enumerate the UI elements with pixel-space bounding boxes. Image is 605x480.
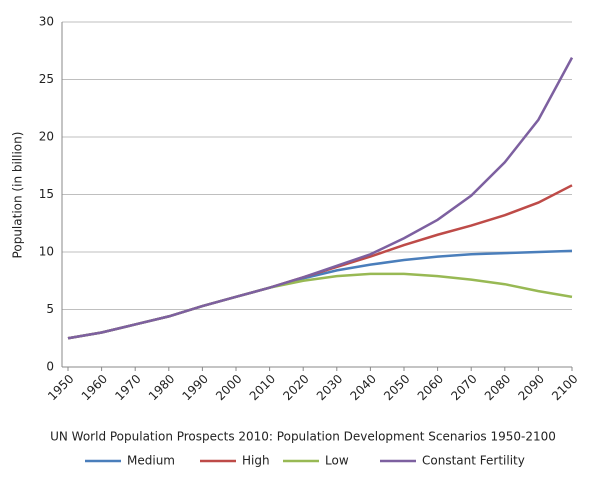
chart-title: UN World Population Prospects 2010: Popu… (50, 430, 556, 444)
x-tick-label: 2050 (381, 372, 412, 403)
y-axis-label: Population (in billion) (11, 132, 25, 259)
x-tick-label: 1950 (45, 372, 76, 403)
x-tick-label: 2040 (347, 372, 378, 403)
x-tick-label: 2070 (448, 372, 479, 403)
x-tick-label: 1990 (179, 372, 210, 403)
series-line (67, 249, 573, 340)
x-tick-label: 1980 (146, 372, 177, 403)
x-tick-label: 2010 (247, 372, 278, 403)
y-tick-label: 0 (46, 360, 54, 374)
y-tick-label: 25 (39, 72, 54, 86)
x-tick-label: 2080 (482, 372, 513, 403)
legend-label: Medium (127, 454, 175, 468)
legend-label: Constant Fertility (422, 454, 525, 468)
x-tick-label: 2060 (415, 372, 446, 403)
y-tick-label: 30 (39, 15, 54, 29)
series-line (67, 272, 573, 340)
y-tick-label: 20 (39, 130, 54, 144)
x-tick-label: 2030 (314, 372, 345, 403)
legend-label: High (242, 454, 270, 468)
x-tick-label: 2000 (213, 372, 244, 403)
y-tick-label: 5 (46, 302, 54, 316)
series-line (67, 57, 574, 340)
x-tick-label: 1970 (112, 372, 143, 403)
y-tick-label: 10 (39, 245, 54, 259)
legend-label: Low (325, 454, 349, 468)
y-tick-label: 15 (39, 187, 54, 201)
series-line (67, 184, 573, 340)
x-tick-label: 2100 (549, 372, 580, 403)
x-tick-label: 1960 (79, 372, 110, 403)
x-tick-label: 2020 (280, 372, 311, 403)
x-tick-label: 2090 (515, 372, 546, 403)
